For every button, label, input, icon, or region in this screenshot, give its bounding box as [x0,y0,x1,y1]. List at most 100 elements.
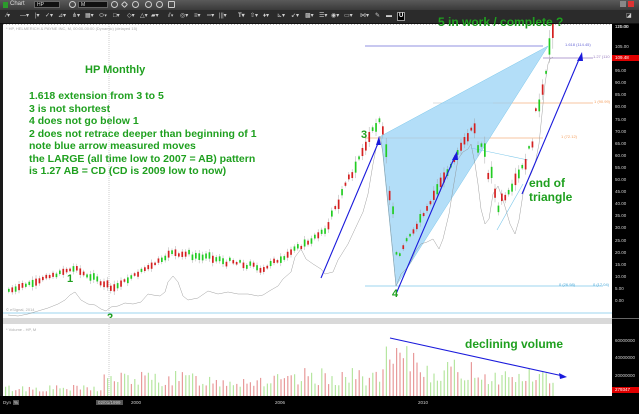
list-tool-icon[interactable]: ☰▾ [319,13,328,19]
price-axis-label: 5.00 [615,285,624,291]
price-axis-label: 30.00 [615,225,627,231]
wave-4-label: 4 [392,288,399,300]
price-axis-label: 15.00 [615,261,627,267]
panel-toggle-icon[interactable]: ◪ [626,13,632,19]
note-line: note blue arrow measured moves [29,140,196,152]
analysis-notes: 1.618 extension from 3 to 5 3 is not sho… [29,90,257,178]
fib-tool-icon[interactable]: ⊿▾ [58,13,67,19]
price-axis-label: 105.00 [615,43,629,49]
vertical-line-tool-icon[interactable]: |▾ [35,13,40,19]
ellipse-tool-icon[interactable]: ⬭▾ [99,13,108,19]
check-tool-icon[interactable]: ✓▾ [45,13,54,19]
price-axis-label: 70.00 [615,128,627,134]
pencil-icon[interactable] [120,0,129,9]
app-name: Chart [10,1,25,7]
text-tool-icon[interactable]: T▾ [238,13,245,19]
triangle-tool-icon[interactable]: △▾ [140,13,148,19]
cycle-tool-icon[interactable]: ◎▾ [180,13,189,19]
fib-1-upper-label: 1 (90.99) [594,99,611,104]
volume-indicator-label: * Volume - HP, M [6,327,37,332]
percent-scale-button[interactable]: % [13,400,20,405]
app-icon [3,2,8,8]
candlesticks [8,24,554,295]
grid-tool-icon[interactable]: ▩▾ [305,13,314,19]
refresh-icon[interactable] [156,1,163,8]
price-axis-label: 65.00 [615,140,627,146]
end-of-triangle-line-2: triangle [529,190,573,204]
copyright-text: © eSignal, 2014 [6,307,35,312]
interval-select[interactable]: M [78,1,108,8]
eraser-tool-icon[interactable]: ◇▾ [127,13,135,19]
wave-1-label: 1 [67,273,74,285]
price-axis-label: 40.00 [615,201,627,207]
symbol-input[interactable]: HP [34,1,60,8]
dynamic-scale-label: Dyn [3,400,12,405]
volume-bars [5,346,554,396]
volume-chart-svg [5,324,567,396]
interval-options-icon[interactable] [111,1,118,8]
fib-0-right-label: 0 (17.04) [593,282,610,287]
measure-tool-icon[interactable]: ⊾▾ [277,13,286,19]
parallel-tool-icon[interactable]: ⫽▾ [168,13,174,19]
fib-0-left-label: 0 (26.98) [559,282,576,287]
symbol-options-icon[interactable] [69,1,76,8]
price-axis-label: 90.00 [615,80,627,86]
price-axis-label: 20.00 [615,249,627,255]
close-button[interactable] [628,1,634,7]
equal-lines-tool-icon[interactable]: ═▾ [207,13,215,19]
price-axis-label: 75.00 [615,116,627,122]
wave-5-banner: 5 in work / complete ? [438,15,564,29]
fib-127-label: 1.27 (110 [593,54,610,59]
price-axis-label: 35.00 [615,213,627,219]
fib-1618-label: 1.618 (114.45) [565,42,591,47]
fork-tool-icon[interactable]: ⋈▾ [360,13,370,19]
drawing-toolbar: ⁄▾ —▾ |▾ ✓▾ ⊿▾ ⋔▾ ▦▾ ⬭▾ □▾ ◇▾ △▾ ▰▾ ⫽▾ ◎… [0,10,639,24]
gann-tool-icon[interactable]: ▦▾ [85,13,94,19]
arrow-tool-icon[interactable]: ↙▾ [291,13,300,19]
price-axis-label: 95.00 [615,68,627,74]
minimize-button[interactable] [620,1,626,7]
link-icon[interactable] [168,1,175,8]
price-axis[interactable]: 120.00115.00105.00100.0095.0090.0085.008… [612,24,639,396]
end-of-triangle-line-1: end of [529,176,565,190]
window-tool-icon[interactable]: ▭▾ [344,13,353,19]
volume-axis-label: 60000000 [615,338,636,343]
marker-tool-icon[interactable]: ♦▾ [263,13,270,19]
price-axis-label: 0.00 [615,298,624,303]
window-title-bar: Chart HP M [0,0,639,10]
minus-circle-icon[interactable] [132,1,139,8]
cursor-date-label: 02/01/1999 [96,400,123,405]
chart-header-info: * HP, HELMERICH & PAYNE INC, M, 00:00-00… [6,26,138,31]
horizontal-lines-tool-icon[interactable]: ≡▾ [194,13,201,19]
note-line: 1.618 extension from 3 to 5 [29,90,164,102]
u-tool-icon[interactable]: U [397,12,406,21]
eye-tool-icon[interactable]: ◉▾ [331,13,340,19]
volume-axis-label: 40000000 [615,355,636,360]
time-label-2006: 2006 [275,400,286,405]
note-tool-icon[interactable]: ▬ [386,13,392,19]
price-axis-label: 10.00 [615,273,627,279]
end-of-triangle-label: end of triangle [529,176,572,204]
horizontal-line-tool-icon[interactable]: —▾ [20,13,30,19]
price-axis-label: 60.00 [615,152,627,158]
vertical-lines-tool-icon[interactable]: |||▾ [219,13,227,19]
rectangle-tool-icon[interactable]: □▾ [113,13,120,19]
volume-panel[interactable]: * Volume - HP, M declining volume [3,324,612,396]
panel-separator[interactable] [3,318,639,324]
time-axis[interactable]: Dyn % 02/01/1999 2000 2006 2010 [0,396,639,414]
price-chart-svg [3,24,612,318]
line-tool-icon[interactable]: ⁄▾ [6,13,11,19]
pen-tool-icon[interactable]: ✎ [375,13,381,19]
clock-icon[interactable] [145,1,152,8]
current-price-badge: 109.48 [612,55,639,61]
price-chart-panel[interactable]: * HP, HELMERICH & PAYNE INC, M, 00:00-00… [3,15,612,324]
current-price-value: 109.48 [615,55,629,60]
candles [7,56,554,317]
channel-tool-icon[interactable]: ▰▾ [151,13,159,19]
price-axis-label: 80.00 [615,104,627,110]
chart-title-annotation: HP Monthly [85,64,146,76]
pitchfork-tool-icon[interactable]: ⋔▾ [72,13,81,19]
arrow-up-tool-icon[interactable]: ⇧▾ [250,13,259,19]
price-axis-label: 50.00 [615,177,627,182]
note-line: 3 is not shortest [29,102,111,115]
